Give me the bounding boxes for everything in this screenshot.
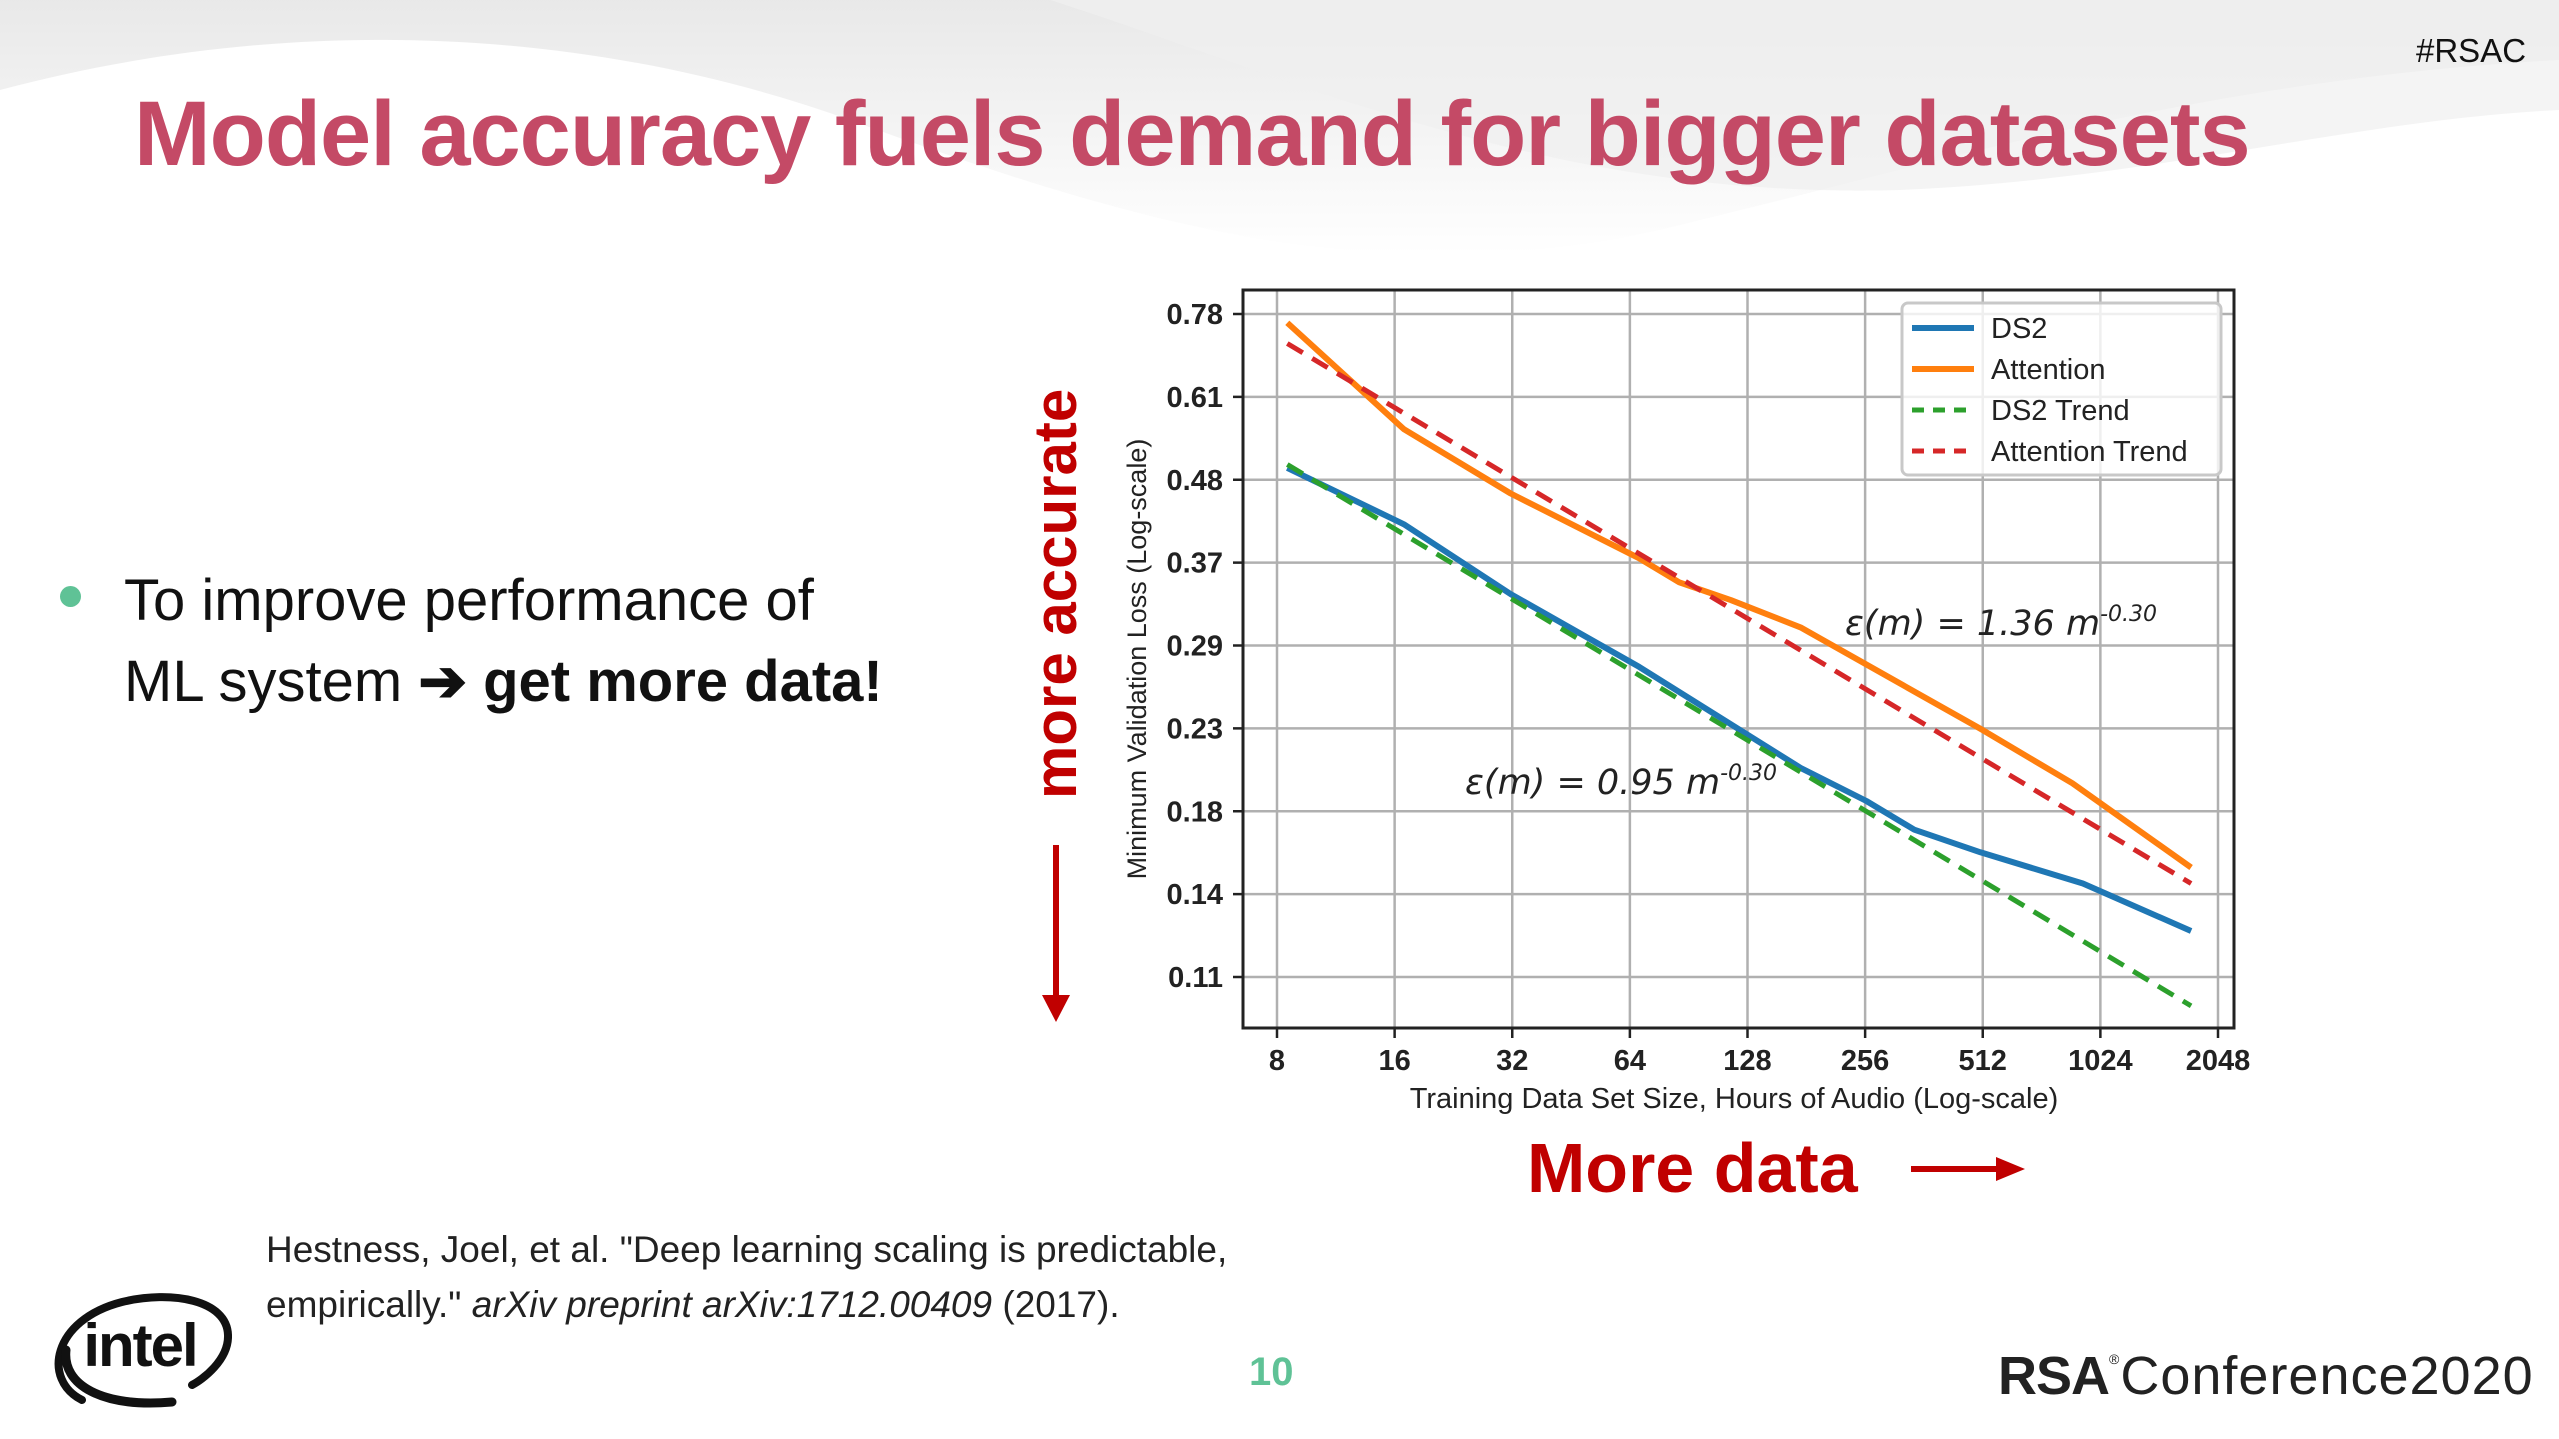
rsa-logo-bold: RSA [1998, 1346, 2110, 1406]
x-tick-label: 32 [1496, 1045, 1528, 1077]
series-line-attention-trend [1286, 341, 2193, 886]
registered-mark: ® [2109, 1351, 2121, 1367]
citation: Hestness, Joel, et al. "Deep learning sc… [266, 1222, 1227, 1332]
citation-venue: arXiv preprint arXiv:1712.00409 [471, 1284, 993, 1325]
intel-logo-text: intel [83, 1312, 196, 1379]
trend-equation: ε(m) = 1.36 m-0.30 [1845, 602, 2157, 644]
chart-annotations: ε(m) = 1.36 m-0.30 ε(m) = 0.95 m-0.30 [1465, 602, 2157, 803]
bullet-text-bold: get more data! [483, 649, 883, 714]
hashtag-label: #RSAC [2416, 32, 2527, 69]
chart-legend: DS2 Attention DS2 Trend Attention Trend [1900, 301, 2223, 477]
y-tick-label: 0.48 [1167, 465, 1223, 497]
citation-line-2: empirically." arXiv preprint arXiv:1712.… [266, 1277, 1227, 1332]
x-tick-label: 128 [1723, 1045, 1771, 1077]
chart-frame [1241, 288, 2236, 1030]
more-accurate-label: more accurate [1022, 388, 1089, 799]
chart-ticks: 8 16 32 64 128 256 512 1024 2048 0.78 0.61 0.48 0.37… [1167, 299, 2251, 1077]
trend-equation: ε(m) = 0.95 m-0.30 [1465, 761, 1777, 803]
y-tick-label: 0.61 [1167, 382, 1223, 414]
right-arrow-annotation-icon [1911, 1157, 2025, 1181]
y-tick-label: 0.78 [1167, 299, 1223, 331]
legend-item: Attention [1991, 354, 2105, 386]
chart-series [1285, 320, 2193, 1009]
y-tick-label: 0.18 [1167, 796, 1223, 828]
y-tick-label: 0.37 [1167, 548, 1223, 580]
y-tick-label: 0.29 [1167, 631, 1223, 663]
bullet-dot-icon [60, 586, 81, 607]
citation-title-end: empirically." [266, 1284, 462, 1325]
y-tick-label: 0.14 [1167, 879, 1223, 911]
bullet-text-normal: To improve performance of ML system [124, 568, 814, 714]
y-tick-label: 0.11 [1168, 962, 1223, 994]
bullet-point: To improve performance of ML system ➔ ge… [124, 560, 904, 722]
intel-logo: intel [54, 1293, 232, 1408]
page-number: 10 [1249, 1350, 1294, 1394]
x-axis-title: Training Data Set Size, Hours of Audio (… [1410, 1083, 2059, 1115]
legend-item: Attention Trend [1991, 436, 2188, 468]
series-line-ds2-trend [1286, 462, 2193, 1009]
x-tick-label: 16 [1378, 1045, 1410, 1077]
legend-item: DS2 [1991, 313, 2047, 345]
right-arrow-icon: ➔ [418, 649, 467, 714]
rsa-logo-text: Conference2020 [2120, 1346, 2534, 1406]
rsa-conference-logo: RSA®Conference2020 [1998, 1345, 2534, 1407]
y-tick-label: 0.23 [1167, 713, 1223, 745]
x-tick-label: 2048 [2186, 1045, 2251, 1077]
legend-item: DS2 Trend [1991, 395, 2130, 427]
background-wave [0, 0, 2559, 255]
slide-title: Model accuracy fuels demand for bigger d… [134, 83, 2251, 185]
more-data-label: More data [1527, 1129, 1858, 1207]
down-arrow-icon [1042, 845, 1070, 1022]
series-line-attention [1285, 320, 2193, 870]
y-axis-title: Minimum Validation Loss (Log-scale) [1122, 439, 1152, 880]
x-tick-label: 1024 [2068, 1045, 2133, 1077]
x-tick-label: 64 [1614, 1045, 1646, 1077]
citation-line-1: Hestness, Joel, et al. "Deep learning sc… [266, 1229, 1228, 1270]
citation-year: (2017). [1002, 1284, 1120, 1325]
x-tick-label: 8 [1269, 1045, 1285, 1077]
x-tick-label: 512 [1959, 1045, 2007, 1077]
x-tick-label: 256 [1841, 1045, 1889, 1077]
series-line-ds2 [1285, 465, 2193, 934]
